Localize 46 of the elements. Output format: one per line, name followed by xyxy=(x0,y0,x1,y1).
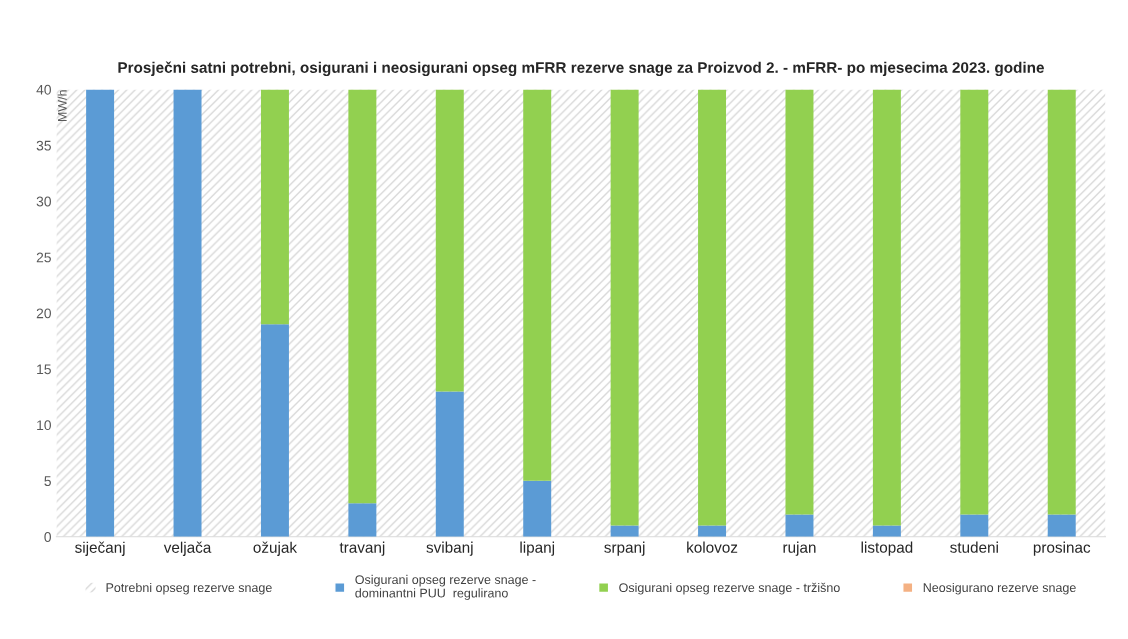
x-tick-label: listopad xyxy=(861,541,913,556)
y-tick-label: 25 xyxy=(36,252,51,263)
y-tick-label: 40 xyxy=(36,84,51,95)
y-tick-label: 15 xyxy=(37,364,51,375)
bar xyxy=(260,324,289,537)
x-tick-label: studeni xyxy=(950,541,998,553)
bar xyxy=(348,89,377,504)
x-tick-label: rujan xyxy=(783,541,816,556)
bar xyxy=(785,89,814,515)
legend-label: Osigurani opseg rezerve snage - tržišno xyxy=(619,582,840,595)
bar xyxy=(523,89,552,481)
x-tick-label: travanj xyxy=(339,541,385,556)
x-tick-label: svibanj xyxy=(426,541,473,556)
bar xyxy=(698,89,727,526)
legend-label: Potrebni opseg rezerve snage xyxy=(106,582,272,595)
y-tick-label: 0 xyxy=(44,532,51,542)
x-tick-label: lipanj xyxy=(520,541,555,556)
bar xyxy=(960,514,989,537)
bar xyxy=(435,89,464,392)
y-tick-label: 35 xyxy=(36,140,51,151)
bar xyxy=(435,391,464,537)
x-tick-label: prosinac xyxy=(1033,541,1091,556)
bar xyxy=(260,89,289,325)
y-tick-label: 30 xyxy=(36,196,51,207)
x-tick-label: siječanj xyxy=(75,541,125,556)
x-tick-label: srpanj xyxy=(604,541,645,556)
bar xyxy=(348,503,377,537)
x-tick-label: veljača xyxy=(163,541,212,556)
bar xyxy=(872,89,901,526)
legend-label: Osigurani opseg rezerve snage - dominantni PUU regulirano xyxy=(355,574,536,600)
y-tick-label: 5 xyxy=(44,476,51,487)
y-tick-label: 20 xyxy=(36,308,51,319)
bar xyxy=(610,89,639,526)
x-tick-label: kolovoz xyxy=(687,541,738,553)
y-tick-label: 10 xyxy=(37,420,51,431)
legend-label: Neosigurano rezerve snage xyxy=(923,582,1076,595)
chart-title: Prosječni satni potrebni, osigurani i neosigurani opseg mFRR rezerve snage za Proizvod 2. - mFRR- po mjesecima 2023. godine xyxy=(118,61,1044,77)
bar xyxy=(173,89,202,537)
bar xyxy=(1047,89,1076,515)
bar xyxy=(86,89,115,537)
bar xyxy=(1047,514,1076,537)
x-tick-label: ožujak xyxy=(253,541,298,556)
bar xyxy=(960,89,989,515)
bar xyxy=(523,480,552,537)
y-axis-title: MW/h xyxy=(57,90,67,122)
bar xyxy=(785,514,814,537)
